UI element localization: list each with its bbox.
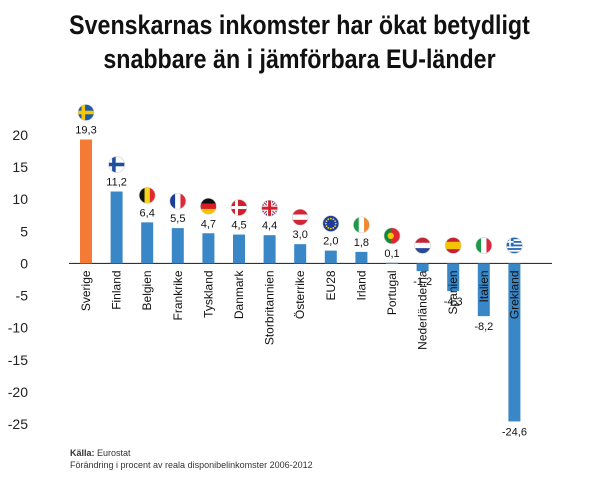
value-label: 0,1 bbox=[384, 248, 399, 260]
source-name: Eurostat bbox=[97, 448, 131, 458]
germany-flag-icon bbox=[200, 197, 217, 215]
value-label: 5,5 bbox=[170, 213, 185, 225]
bar-6 bbox=[263, 235, 276, 264]
value-label: 1,8 bbox=[354, 237, 369, 249]
category-label: Portugal bbox=[385, 270, 399, 315]
source-note: Källa: Eurostat Förändring i procent av … bbox=[70, 447, 313, 471]
y-tick-label: -15 bbox=[8, 352, 28, 368]
y-tick-label: -20 bbox=[8, 384, 28, 400]
y-tick-label: 5 bbox=[20, 223, 28, 239]
bar-7 bbox=[294, 244, 307, 264]
bar-3 bbox=[171, 228, 184, 264]
value-label: 3,0 bbox=[293, 229, 308, 241]
category-label: Storbritannien bbox=[263, 270, 277, 345]
value-label: 19,3 bbox=[75, 124, 96, 136]
value-label: 4,4 bbox=[262, 220, 277, 232]
y-tick-label: -25 bbox=[8, 416, 28, 432]
y-tick-label: 15 bbox=[12, 159, 28, 175]
austria-flag-icon bbox=[291, 208, 309, 226]
y-tick-label: -10 bbox=[8, 320, 28, 336]
category-label: Spanien bbox=[446, 270, 460, 314]
bar-12 bbox=[447, 263, 460, 292]
value-label: 4,5 bbox=[231, 220, 246, 232]
category-label: Tyskland bbox=[201, 270, 215, 317]
value-label: -1,2 bbox=[413, 276, 432, 288]
category-label: Sverige bbox=[79, 270, 93, 311]
bar-8 bbox=[324, 250, 337, 264]
greece-flag-icon bbox=[506, 237, 523, 254]
bar-13 bbox=[477, 263, 490, 317]
category-label: Grekland bbox=[507, 270, 521, 319]
value-label: 2,0 bbox=[323, 236, 338, 248]
finland-flag-icon bbox=[108, 156, 125, 173]
bar-5 bbox=[233, 234, 245, 264]
spain-flag-icon bbox=[444, 237, 462, 254]
bar-1 bbox=[110, 191, 123, 264]
chart-title-line-2: snabbare än i jämförbara EU-länder bbox=[103, 44, 496, 74]
bar-11 bbox=[416, 263, 429, 272]
value-label: -24,6 bbox=[502, 426, 527, 438]
belgium-flag-icon bbox=[138, 187, 156, 204]
value-label: -8,2 bbox=[474, 321, 493, 333]
bar-14 bbox=[508, 263, 521, 422]
chart-title-line-1: Svenskarnas inkomster har ökat betydligt bbox=[69, 10, 530, 40]
netherlands-flag-icon bbox=[414, 237, 431, 254]
y-tick-label: 20 bbox=[12, 127, 28, 143]
value-label: 6,4 bbox=[140, 207, 155, 219]
category-label: Österrike bbox=[293, 270, 307, 319]
sweden-flag-icon bbox=[77, 104, 95, 121]
category-label: Belgien bbox=[140, 270, 154, 310]
y-tick-label: -5 bbox=[16, 288, 29, 304]
category-label: Danmark bbox=[232, 269, 246, 319]
value-label: 4,7 bbox=[201, 218, 216, 230]
bar-9 bbox=[355, 251, 368, 264]
denmark-flag-icon bbox=[230, 199, 248, 216]
france-flag-icon bbox=[169, 192, 187, 210]
chart-title: Svenskarnas inkomster har ökat betydligt… bbox=[42, 8, 557, 76]
uk-flag-icon bbox=[261, 199, 278, 217]
category-label: EU28 bbox=[324, 270, 338, 300]
category-label: Finland bbox=[110, 270, 124, 309]
value-label: -4,3 bbox=[444, 296, 463, 308]
value-label: 11,2 bbox=[106, 177, 127, 189]
category-label: Irland bbox=[354, 270, 368, 300]
bar-10 bbox=[386, 262, 398, 265]
ireland-flag-icon bbox=[353, 216, 370, 234]
category-label: Frankrike bbox=[171, 270, 185, 320]
eu-flag-icon bbox=[322, 215, 340, 232]
bar-4 bbox=[202, 233, 215, 264]
y-tick-label: 10 bbox=[12, 191, 28, 207]
category-label: Italien bbox=[477, 270, 491, 302]
source-description: Förändring i procent av reala disponibel… bbox=[70, 460, 313, 470]
bar-2 bbox=[141, 222, 154, 264]
italy-flag-icon bbox=[475, 237, 493, 254]
y-tick-label: 0 bbox=[20, 255, 28, 271]
source-label: Källa: bbox=[70, 448, 95, 458]
portugal-flag-icon bbox=[383, 227, 401, 245]
bar-0 bbox=[80, 139, 92, 264]
category-label: Nederländerna bbox=[416, 270, 430, 350]
